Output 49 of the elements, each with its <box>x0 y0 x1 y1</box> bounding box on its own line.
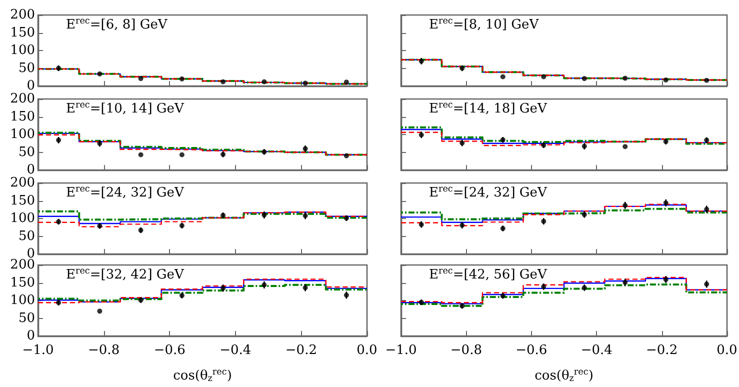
y-tick-label: 200 <box>10 258 35 272</box>
y-tick-label: 0 <box>26 78 35 94</box>
y-tick-label: 100 <box>10 293 35 308</box>
y-tick-label: 0 <box>26 162 35 178</box>
point <box>220 79 226 84</box>
x-tick-label: −0.8 <box>88 343 120 358</box>
y-tick-label: 50 <box>18 228 35 244</box>
y-tick-label: 50 <box>18 60 35 76</box>
x-tick-label: 0.0 <box>356 343 378 358</box>
point <box>344 153 349 158</box>
y-tick-label: 150 <box>10 109 35 124</box>
y-tick-label: 100 <box>10 43 35 58</box>
point <box>704 78 710 83</box>
x-tick-label: −0.4 <box>220 343 252 358</box>
x-tick-label: −0.2 <box>285 343 317 358</box>
x-tick-label: −0.2 <box>646 343 678 358</box>
point <box>302 80 308 86</box>
y-tick-label: 100 <box>10 127 35 142</box>
point <box>663 77 668 82</box>
point <box>179 76 184 82</box>
point <box>138 152 144 158</box>
y-tick-label: 150 <box>10 25 35 40</box>
x-tick-label: −0.8 <box>450 343 482 358</box>
point <box>622 76 628 81</box>
point <box>541 74 546 80</box>
point <box>500 74 506 80</box>
point <box>97 308 102 314</box>
x-tick-label: 0.0 <box>716 343 738 358</box>
y-tick-label: 0 <box>26 328 35 344</box>
point <box>622 144 628 150</box>
point <box>138 76 144 82</box>
y-tick-label: 150 <box>10 275 35 290</box>
point <box>582 76 587 82</box>
y-tick-label: 200 <box>10 92 35 106</box>
y-tick-label: 50 <box>18 310 35 326</box>
x-tick-label: −0.6 <box>154 343 186 358</box>
point <box>262 79 267 84</box>
y-tick-label: 200 <box>10 176 35 190</box>
y-tick-label: 100 <box>10 211 35 226</box>
point <box>344 80 349 85</box>
y-tick-label: 200 <box>10 8 35 22</box>
x-tick-label: −1.0 <box>385 343 417 358</box>
x-tick-label: −0.6 <box>516 343 548 358</box>
x-tick-label: −0.4 <box>580 343 612 358</box>
y-tick-label: 150 <box>10 193 35 208</box>
point <box>97 71 102 76</box>
point <box>179 152 184 158</box>
y-tick-label: 50 <box>18 144 35 160</box>
x-tick-label: −1.0 <box>22 343 54 358</box>
